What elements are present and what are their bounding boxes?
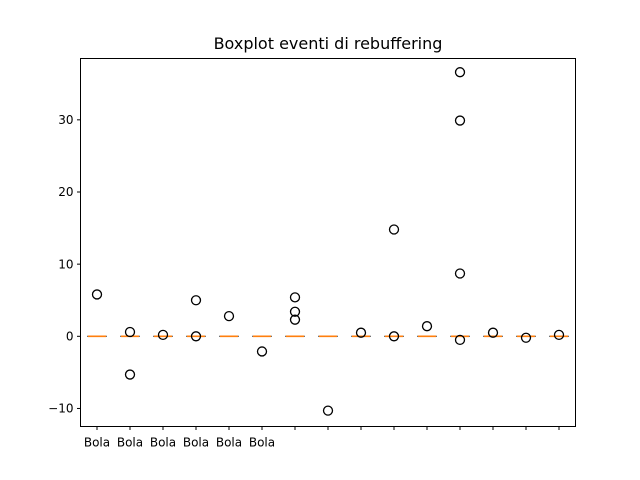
box-group [351,327,371,338]
y-tick-label: 10 [58,257,73,271]
outlier-point [355,327,367,338]
outlier-point [91,289,103,300]
outlier-point [454,67,466,78]
outlier-point [223,310,235,322]
outlier-point [388,331,400,342]
box-group [87,289,107,338]
y-tick-label: −10 [48,402,73,416]
box-group [483,327,503,338]
outlier-point [520,332,532,343]
outlier-point [256,346,268,357]
outlier-point [157,329,169,341]
plot-area [87,67,569,416]
x-tick-label: Bola [117,436,143,450]
outlier-point [454,115,466,126]
outlier-point [553,329,565,341]
outlier-point [190,295,202,306]
outlier-point [289,292,301,303]
box-group [318,335,338,416]
outlier-point [124,369,136,380]
x-tick-label: Bola [216,436,242,450]
outlier-point [322,405,334,416]
outlier-point [289,306,301,317]
box-group [285,292,305,338]
outlier-point [454,334,466,346]
outlier-point [190,331,202,342]
x-tick-label: Bola [183,436,209,450]
x-axis: Bola Bola Bola Bola Bola Bola [84,426,560,450]
x-tick-label: Bola [84,436,110,450]
box-group [384,224,404,342]
box-group [417,321,437,338]
box-group [153,329,173,341]
y-tick-label: 30 [58,113,73,127]
chart-title: Boxplot eventi di rebuffering [214,34,443,53]
box-group [549,329,569,341]
box-group [252,335,272,357]
outlier-point [487,327,499,338]
outlier-point [124,326,136,338]
outlier-point [421,321,433,332]
outlier-point [289,314,301,325]
outlier-point [388,224,400,235]
box-group [120,326,140,380]
y-tick-label: 0 [66,330,74,344]
box-group [186,295,206,342]
x-tick-label: Bola [150,436,176,450]
box-group [450,67,470,346]
outlier-point [454,268,466,279]
axes-frame [80,58,576,427]
box-group [219,310,239,338]
y-tick-label: 20 [58,185,73,199]
box-group [516,332,536,343]
x-tick-label: Bola [249,436,275,450]
y-axis: −10 0 10 20 30 [48,113,81,416]
